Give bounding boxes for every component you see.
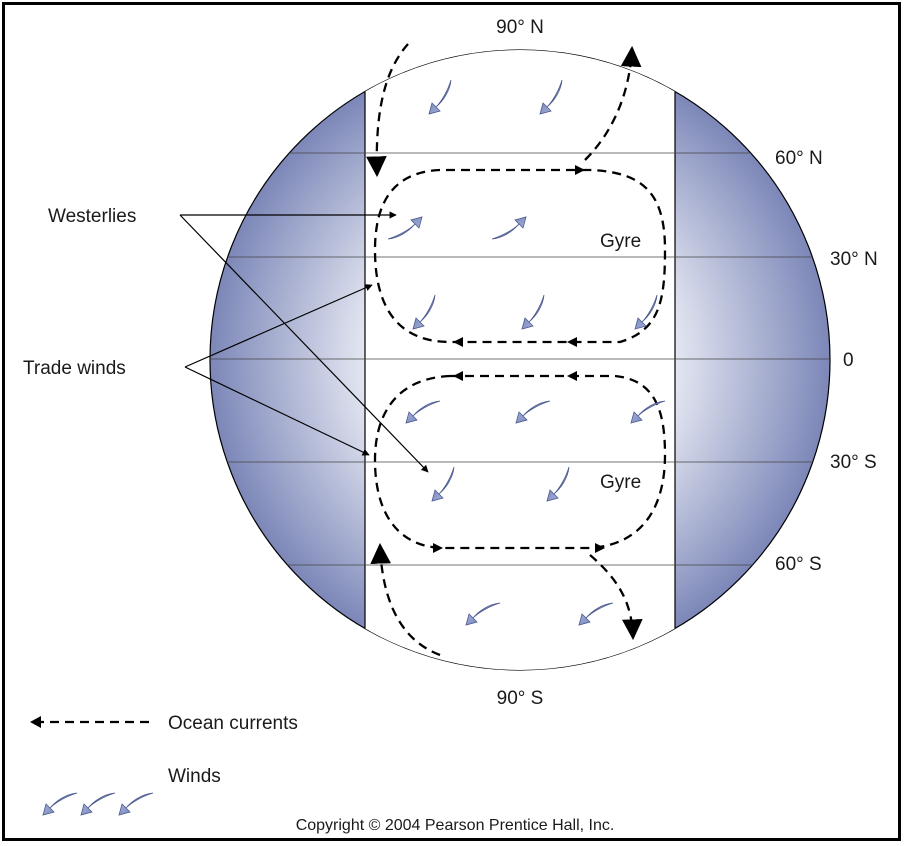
latitude-lines [210, 152, 830, 566]
legend-wind-icon [118, 792, 154, 816]
label-30n: 30° N [830, 249, 878, 270]
label-60s: 60° S [775, 554, 822, 575]
label-30s: 30° S [830, 452, 877, 473]
label-90s: 90° S [497, 688, 544, 709]
legend-ocean-currents: Ocean currents [168, 713, 298, 734]
legend-wind-icon [80, 792, 116, 816]
current-direction-heads [433, 165, 605, 553]
label-trade-winds: Trade winds [23, 358, 126, 379]
pointer-lines [179, 211, 429, 473]
copyright-text: Copyright © 2004 Pearson Prentice Hall, … [296, 817, 615, 834]
legend-winds: Winds [168, 766, 221, 787]
label-90n: 90° N [496, 17, 544, 38]
legend-wind-icon [42, 792, 78, 816]
legend: Ocean currents Winds [30, 713, 298, 816]
legend-arrowhead-icon [30, 716, 41, 728]
ocean-currents [366, 43, 667, 657]
label-gyre-north: Gyre [600, 231, 641, 252]
label-gyre-south: Gyre [600, 472, 641, 493]
label-westerlies: Westerlies [48, 206, 136, 227]
label-60n: 60° N [775, 148, 823, 169]
label-equator: 0 [843, 350, 854, 371]
